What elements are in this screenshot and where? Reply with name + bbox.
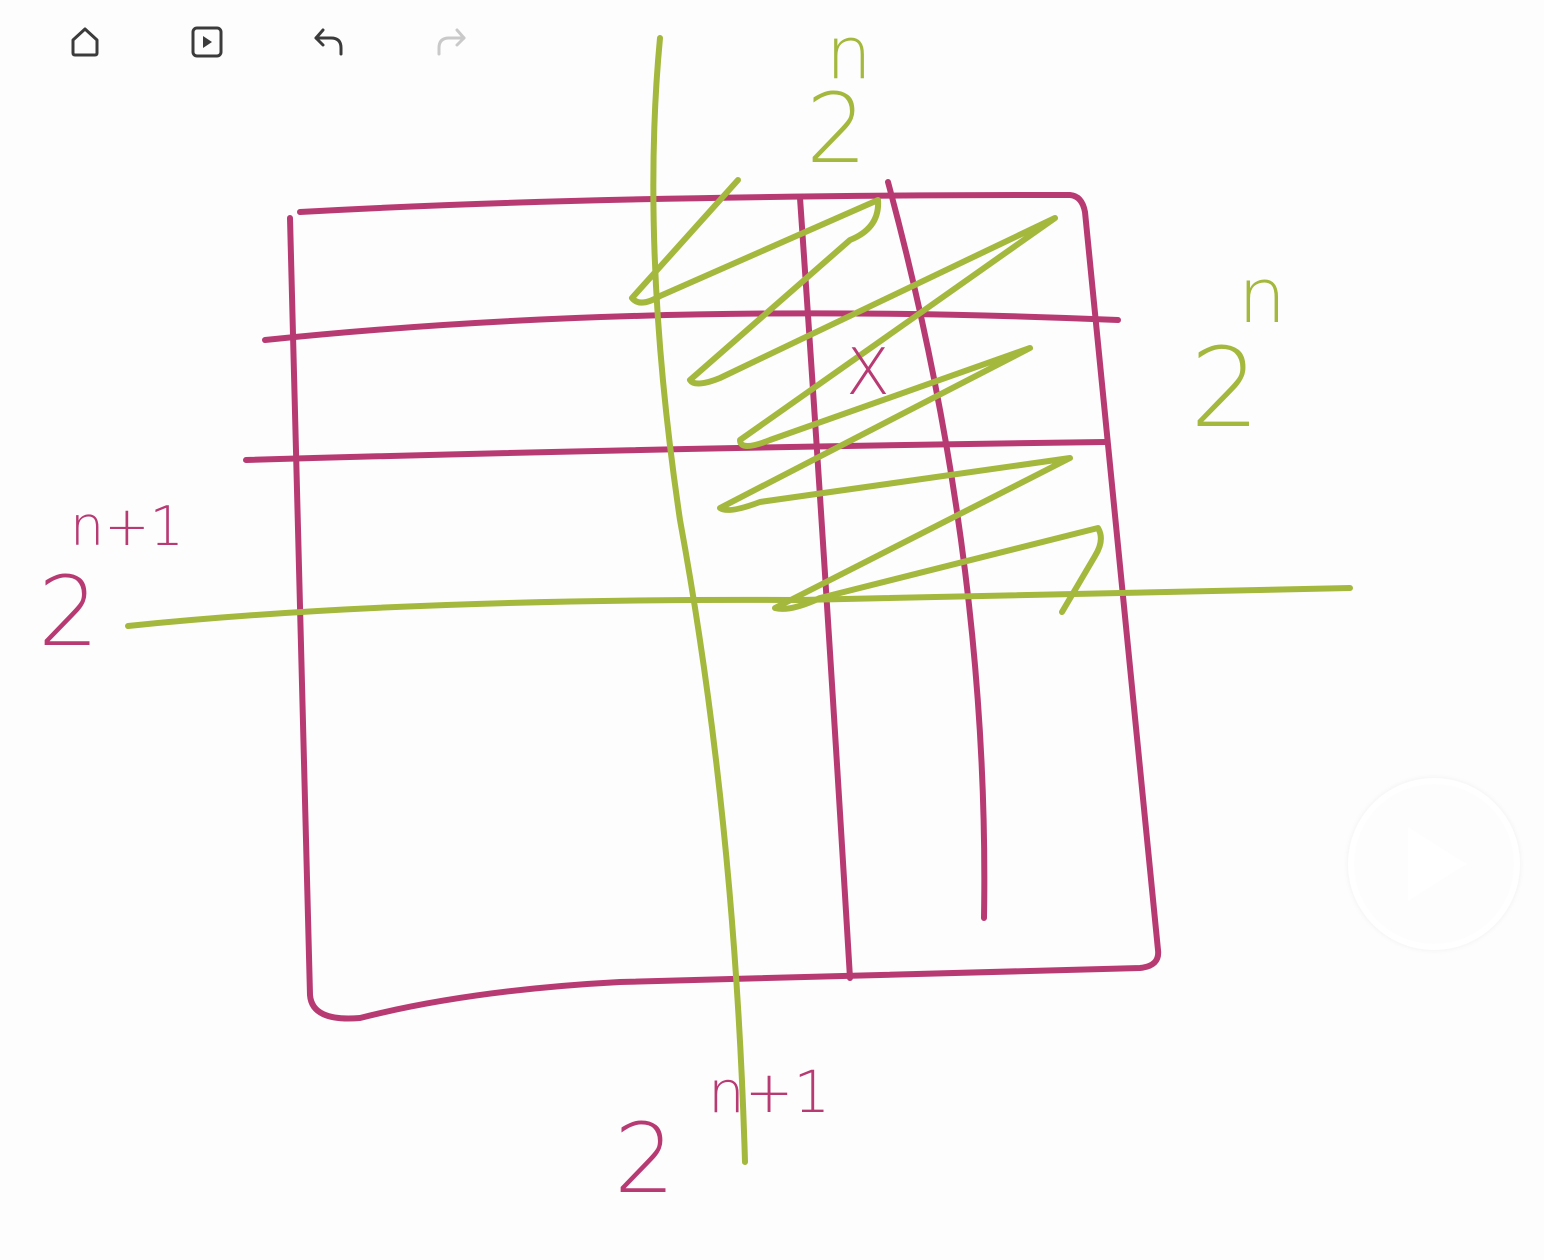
play-icon — [1408, 827, 1466, 901]
redo-icon — [437, 28, 466, 56]
vertical-axis — [650, 35, 748, 1165]
grid-col-line-1 — [797, 195, 853, 981]
label-bottom-exponent: 2 n+1 — [614, 1058, 830, 1215]
left-exp-base: 2 — [38, 556, 99, 668]
left-exp-power: n+1 — [70, 495, 184, 558]
present-icon — [191, 26, 223, 58]
redo-button[interactable] — [418, 14, 484, 70]
home-icon — [71, 27, 99, 57]
horizontal-axis — [125, 585, 1353, 629]
bottom-exp-base: 2 — [614, 1103, 675, 1215]
present-button[interactable] — [174, 14, 240, 70]
grid-row-line-1 — [262, 310, 1121, 343]
top-exp-power: n — [826, 11, 872, 95]
right-exp-power: n — [1238, 251, 1286, 340]
grid-outer-box — [287, 192, 1162, 1022]
grid-col-line-2 — [885, 179, 988, 921]
right-exp-base: 2 — [1190, 324, 1260, 452]
label-right-exponent: 2 n — [1190, 251, 1286, 452]
play-button[interactable] — [1348, 778, 1520, 950]
cell-mark: X — [846, 336, 890, 410]
toolbar — [52, 12, 540, 72]
label-top-exponent: 2 n — [806, 11, 872, 185]
home-button[interactable] — [52, 14, 118, 70]
undo-icon — [314, 28, 343, 56]
pink-grid — [243, 179, 1162, 1022]
hatch-scribble — [629, 177, 1104, 615]
bottom-exp-power: n+1 — [708, 1058, 830, 1126]
undo-button[interactable] — [296, 14, 362, 70]
grid-row-line-2 — [243, 439, 1108, 463]
top-exp-base: 2 — [806, 73, 867, 185]
label-left-exponent: 2 n+1 — [38, 495, 184, 668]
green-overlay — [125, 35, 1353, 1165]
